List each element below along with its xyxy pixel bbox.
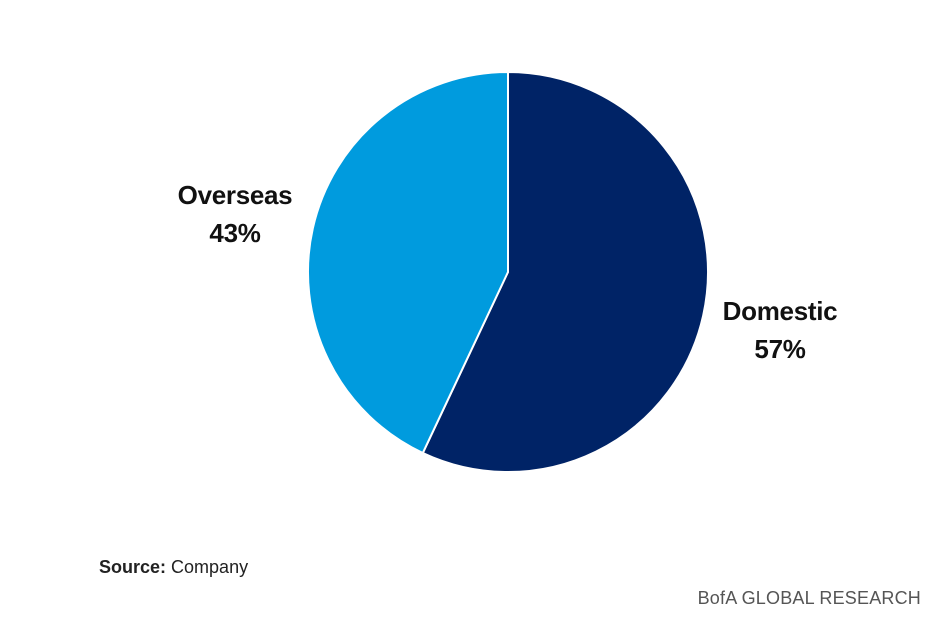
source-value: Company (171, 557, 249, 577)
slice-label-domestic-value: 57% (754, 334, 806, 364)
source-note: Source: Company (99, 557, 248, 578)
pie-slice-domestic (421, 71, 709, 473)
source-label: Source: (99, 557, 167, 577)
slice-label-overseas-name: Overseas (177, 180, 293, 210)
slice-label-overseas-value: 43% (209, 218, 261, 248)
slice-label-overseas: Overseas 43% (160, 176, 310, 252)
slice-label-domestic: Domestic 57% (705, 292, 855, 368)
slice-label-domestic-name: Domestic (722, 296, 838, 326)
pie-slice-overseas (307, 71, 509, 454)
brand-footer: BofA GLOBAL RESEARCH (697, 588, 921, 608)
pie-slices (307, 71, 709, 473)
